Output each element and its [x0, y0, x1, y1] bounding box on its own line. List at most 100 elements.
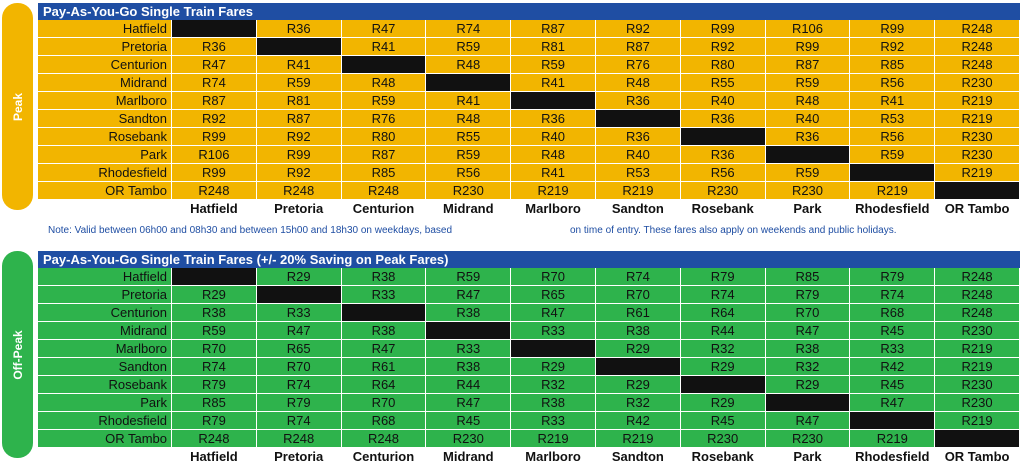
fare-cell: R47: [426, 286, 512, 304]
fare-cell: R48: [595, 74, 681, 92]
fare-cell: R44: [426, 376, 512, 394]
diagonal-cell: [341, 304, 427, 322]
fare-cell: R87: [256, 110, 342, 128]
fare-cell: R29: [595, 376, 681, 394]
fare-cell: R56: [850, 74, 936, 92]
row-header: Pretoria: [38, 286, 172, 304]
fare-cell: R56: [850, 128, 936, 146]
column-header: Centurion: [341, 200, 427, 218]
fare-cell: R248: [935, 56, 1020, 74]
fare-cell: R219: [935, 110, 1020, 128]
fare-cell: R59: [765, 74, 851, 92]
fare-cell: R36: [511, 110, 596, 128]
row-header: Rhodesfield: [38, 412, 172, 430]
column-header: Hatfield: [172, 200, 257, 218]
fare-cell: R70: [172, 340, 257, 358]
fare-cell: R230: [935, 74, 1020, 92]
fare-cell: R32: [765, 358, 851, 376]
fare-cell: R47: [765, 412, 851, 430]
fare-cell: R65: [256, 340, 342, 358]
fare-cell: R219: [850, 182, 936, 200]
column-header: Midrand: [426, 448, 512, 466]
fare-cell: R74: [256, 376, 342, 394]
fare-cell: R59: [426, 268, 512, 286]
fare-cell: R219: [935, 340, 1020, 358]
fare-cell: R74: [256, 412, 342, 430]
fare-cell: R61: [341, 358, 427, 376]
fare-cell: R38: [511, 394, 596, 412]
fare-cell: R64: [341, 376, 427, 394]
peak-side-tab: Peak: [2, 3, 33, 210]
corner-cell: [38, 448, 172, 466]
row-header: Hatfield: [38, 20, 172, 38]
fare-cell: R99: [172, 128, 257, 146]
fare-cell: R92: [680, 38, 766, 56]
fare-cell: R74: [595, 268, 681, 286]
diagonal-cell: [765, 146, 851, 164]
column-header: OR Tambo: [935, 200, 1020, 218]
fare-cell: R29: [172, 286, 257, 304]
diagonal-cell: [935, 182, 1020, 200]
fare-cell: R106: [172, 146, 257, 164]
offpeak-table-title: Pay-As-You-Go Single Train Fares (+/- 20…: [38, 251, 1020, 268]
fare-cell: R29: [256, 268, 342, 286]
fare-cell: R99: [172, 164, 257, 182]
row-header: Marlboro: [38, 92, 172, 110]
fare-cell: R248: [935, 20, 1020, 38]
fare-cell: R68: [341, 412, 427, 430]
fare-cell: R248: [341, 182, 427, 200]
peak-fare-grid: Hatfield R36 R47 R74 R87 R92 R99 R106 R99 R248 Pre…: [38, 20, 1020, 218]
fare-cell: R29: [511, 358, 596, 376]
fare-cell: R38: [765, 340, 851, 358]
row-header: OR Tambo: [38, 182, 172, 200]
fare-cell: R29: [680, 394, 766, 412]
fare-cell: R47: [341, 340, 427, 358]
fare-cell: R219: [935, 412, 1020, 430]
fare-cell: R87: [511, 20, 596, 38]
fare-cell: R56: [680, 164, 766, 182]
fare-cell: R230: [935, 128, 1020, 146]
fare-cell: R47: [256, 322, 342, 340]
fare-cell: R65: [511, 286, 596, 304]
column-header: Marlboro: [511, 448, 596, 466]
fare-cell: R38: [595, 322, 681, 340]
fare-cell: R59: [765, 164, 851, 182]
fare-cell: R29: [680, 358, 766, 376]
fare-cell: R33: [341, 286, 427, 304]
column-header: Midrand: [426, 200, 512, 218]
fare-cell: R36: [595, 92, 681, 110]
fare-cell: R81: [256, 92, 342, 110]
fare-cell: R33: [426, 340, 512, 358]
column-header: Marlboro: [511, 200, 596, 218]
fare-cell: R92: [256, 164, 342, 182]
row-header: Rosebank: [38, 376, 172, 394]
fare-cell: R36: [680, 110, 766, 128]
fare-cell: R53: [850, 110, 936, 128]
fare-cell: R40: [595, 146, 681, 164]
fare-cell: R41: [341, 38, 427, 56]
diagonal-cell: [595, 358, 681, 376]
row-header: Rhodesfield: [38, 164, 172, 182]
fare-cell: R230: [935, 394, 1020, 412]
fare-cell: R38: [341, 268, 427, 286]
row-header: Rosebank: [38, 128, 172, 146]
diagonal-cell: [256, 38, 342, 56]
row-header: Marlboro: [38, 340, 172, 358]
offpeak-fare-table: Pay-As-You-Go Single Train Fares (+/- 20…: [38, 251, 1020, 466]
fare-cell: R42: [595, 412, 681, 430]
peak-fare-table: Pay-As-You-Go Single Train Fares Hatfiel…: [38, 3, 1020, 218]
fare-cell: R248: [256, 430, 342, 448]
diagonal-cell: [511, 340, 596, 358]
row-header: Centurion: [38, 56, 172, 74]
fare-cell: R47: [172, 56, 257, 74]
fare-cell: R81: [511, 38, 596, 56]
fare-cell: R45: [850, 376, 936, 394]
fare-cell: R29: [765, 376, 851, 394]
fare-cell: R92: [850, 38, 936, 56]
fare-cell: R74: [850, 286, 936, 304]
column-header: Sandton: [595, 448, 681, 466]
fare-cell: R47: [511, 304, 596, 322]
column-header: Rhodesfield: [850, 448, 936, 466]
diagonal-cell: [426, 322, 512, 340]
fare-cell: R59: [850, 146, 936, 164]
